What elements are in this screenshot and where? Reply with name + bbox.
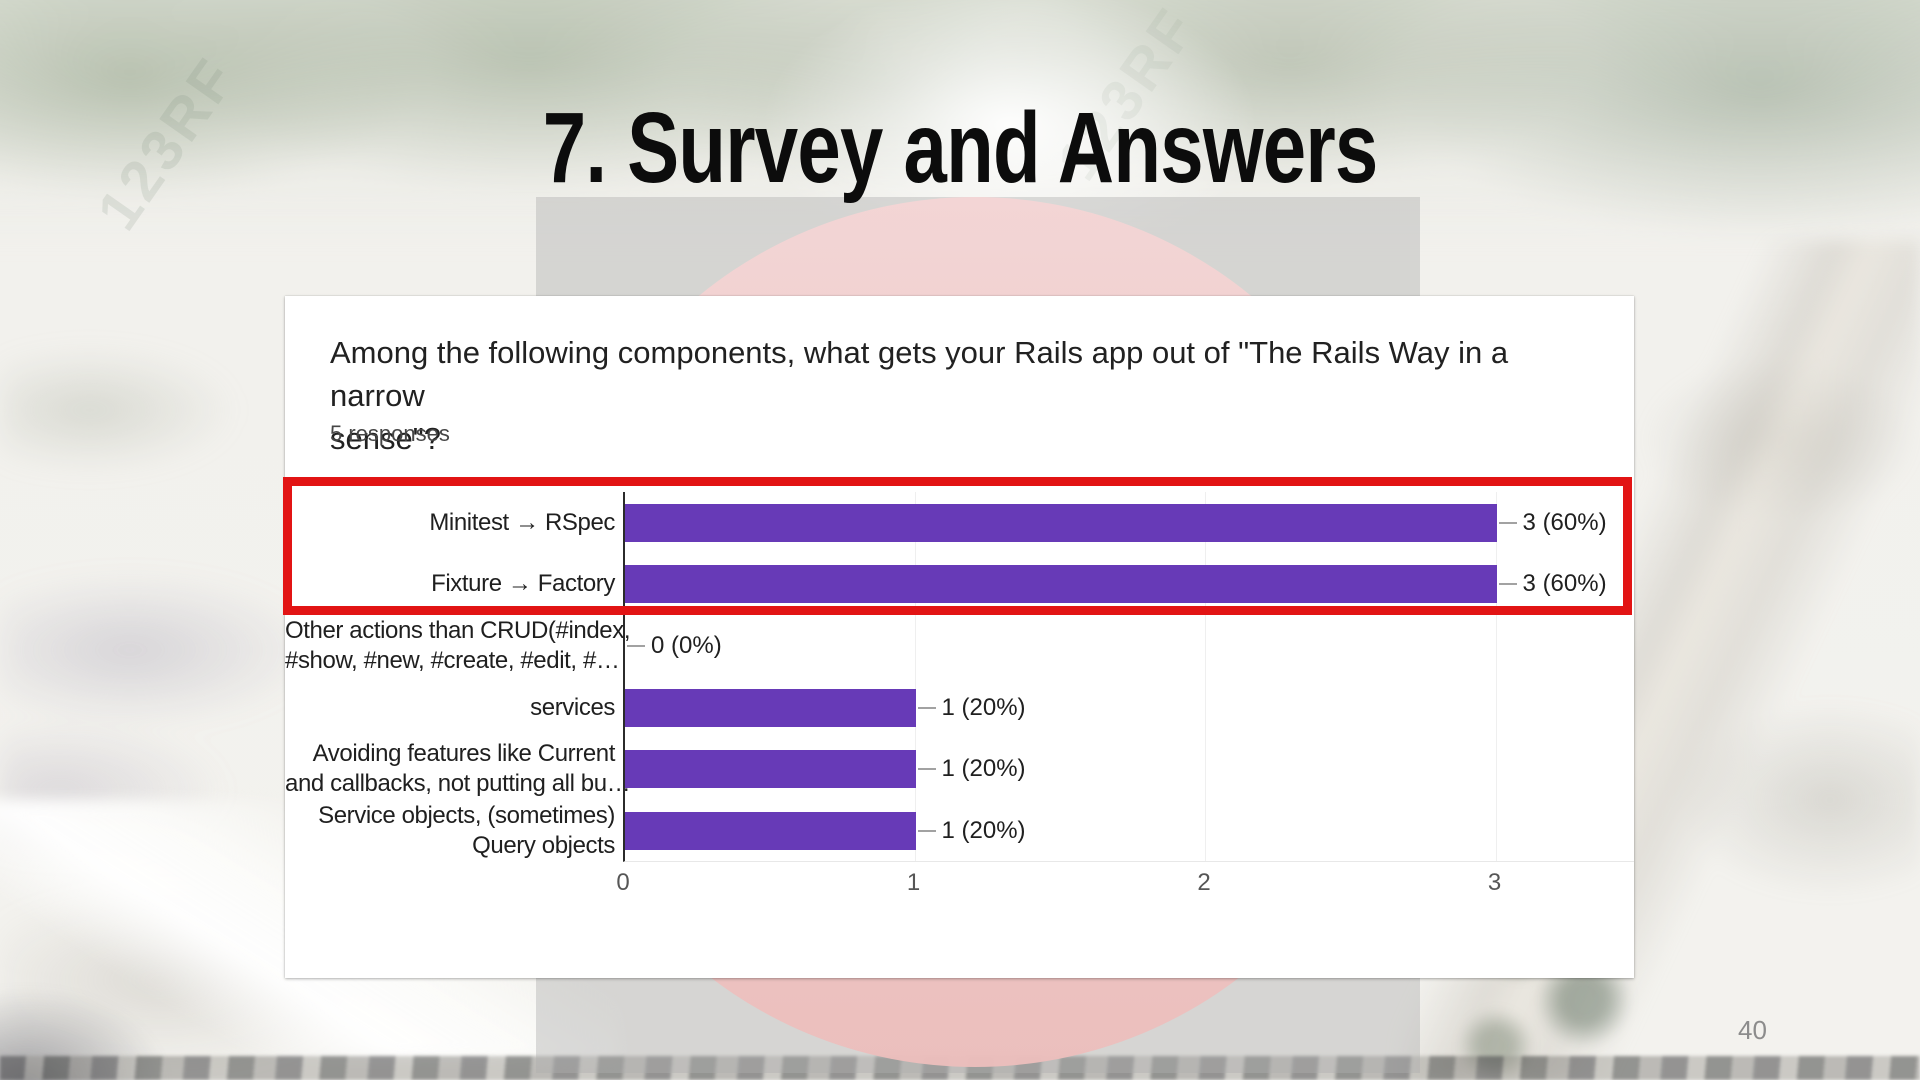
category-label: Other actions than CRUD(#index, #show, #n…: [285, 617, 631, 675]
bar-area: 1 (20%): [623, 739, 1634, 801]
value-label: 3 (60%): [1522, 570, 1607, 598]
chart-row: Other actions than CRUD(#index, #show, #n…: [285, 615, 1634, 677]
value-label: 1 (20%): [941, 755, 1026, 783]
value-label-group: 1 (20%): [917, 693, 1026, 722]
chart-row: Avoiding features like Current and callba…: [285, 739, 1634, 801]
category-label: Avoiding features like Current and callba…: [285, 740, 631, 798]
x-tick: 0: [616, 869, 630, 896]
chart-row: Service objects, (sometimes) Query object…: [285, 800, 1634, 862]
value-label-group: 3 (60%): [1498, 508, 1607, 537]
value-label: 3 (60%): [1522, 508, 1607, 536]
label-dash: [917, 830, 936, 833]
label-dash: [917, 768, 936, 771]
bar-area: 0 (0%): [623, 615, 1634, 677]
label-dash: [1498, 521, 1517, 524]
value-label: 0 (0%): [651, 632, 722, 660]
highlight-box: [283, 477, 1632, 615]
value-label-group: 1 (20%): [917, 817, 1026, 845]
bar: [625, 688, 916, 727]
label-dash: [1498, 583, 1517, 586]
gridline: [1205, 492, 1207, 861]
bar-area: 3 (60%): [623, 554, 1634, 616]
value-label-group: 3 (60%): [1498, 570, 1607, 598]
bar: [625, 565, 1497, 604]
value-label: 1 (20%): [941, 817, 1026, 845]
value-label-group: 0 (0%): [627, 632, 722, 660]
chart-row: services 1 (20%): [285, 677, 1634, 739]
background-ballast-strip: [0, 1056, 1920, 1080]
x-axis: 0 1 2 3: [0, 869, 1920, 903]
background-dark-corner: [0, 980, 180, 1080]
chart-row: Minitest → RSpec 3 (60%): [285, 492, 1634, 554]
category-label: services: [530, 693, 615, 721]
gridline: [1495, 492, 1497, 861]
value-label: 1 (20%): [941, 693, 1026, 721]
bar: [625, 812, 916, 851]
bar: [625, 750, 916, 789]
value-label-group: 1 (20%): [917, 755, 1026, 783]
question-text: Among the following components, what get…: [330, 335, 1509, 456]
bar: [625, 503, 1497, 542]
x-tick: 1: [906, 869, 921, 896]
response-count: 5 responses: [330, 421, 450, 446]
plot-area: [623, 492, 1634, 862]
gridline: [914, 492, 916, 861]
x-tick: 3: [1487, 869, 1502, 896]
bar-area: 3 (60%): [623, 492, 1634, 554]
slide-title: 7. Survey and Answers: [542, 92, 1379, 204]
label-dash: [917, 706, 936, 709]
chart-rows: Minitest → RSpec 3 (60%) Fixture → Factory…: [285, 492, 1634, 862]
category-label: Service objects, (sometimes) Query object…: [318, 802, 615, 860]
survey-card: [285, 296, 1634, 978]
x-tick: 2: [1197, 869, 1211, 896]
bar-area: 1 (20%): [623, 800, 1634, 862]
chart-row: Fixture → Factory 3 (60%): [285, 554, 1634, 616]
page-number: 40: [1738, 1015, 1767, 1045]
category-label: Fixture → Factory: [431, 570, 615, 598]
label-dash: [627, 645, 645, 648]
category-label: Minitest → RSpec: [429, 508, 615, 536]
bar-area: 1 (20%): [623, 677, 1634, 739]
